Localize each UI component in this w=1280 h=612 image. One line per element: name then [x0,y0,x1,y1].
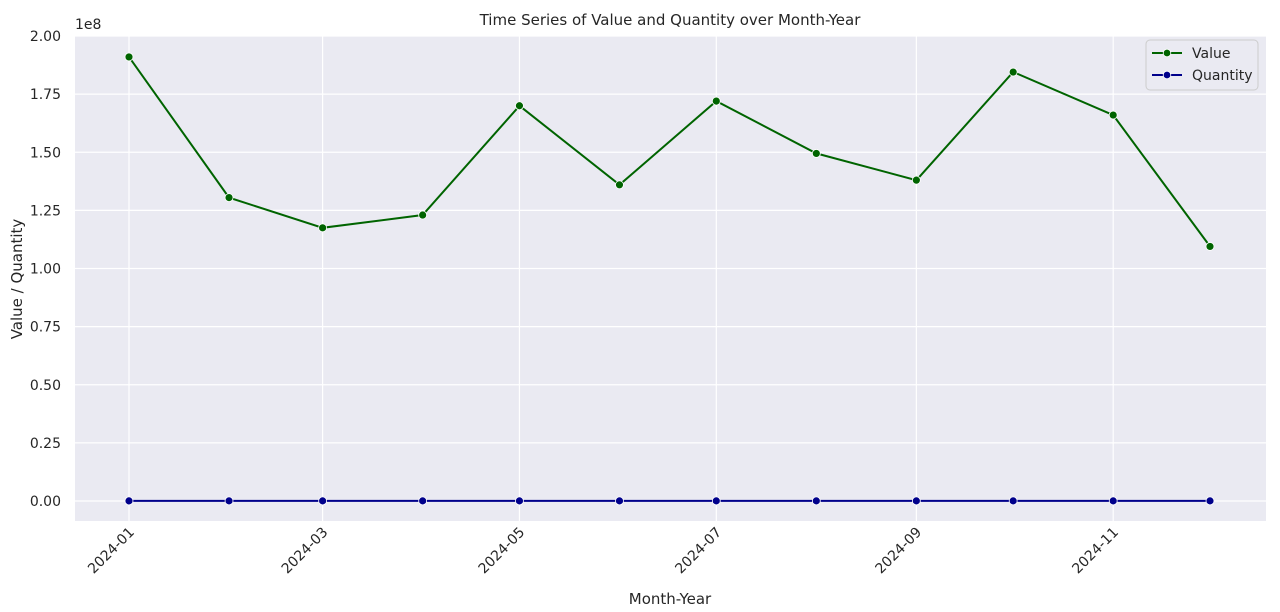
y-tick-label: 2.00 [30,29,61,45]
x-tick-label: 2024-09 [873,525,926,578]
legend-quantity-label: Quantity [1192,68,1253,84]
data-point-quantity [318,496,328,506]
data-point-value [911,175,921,185]
data-point-quantity [711,496,721,506]
data-point-quantity [1108,496,1118,506]
y-tick-label: 1.75 [30,87,61,103]
data-point-value [1008,67,1018,77]
data-point-quantity [1205,496,1215,506]
data-point-value [1205,242,1215,251]
y-tick-label: 0.75 [30,320,61,336]
plot-area [75,36,1266,521]
y-tick-label: 0.00 [30,494,61,510]
data-point-value [811,149,821,158]
y-tick-label: 1.25 [30,203,61,219]
y-tick-label: 0.25 [30,436,61,452]
grid-lines [75,35,1266,521]
data-point-quantity [911,496,921,506]
data-point-value [1108,110,1118,120]
y-tick-label: 1.50 [30,145,61,161]
data-point-quantity [124,496,134,506]
data-point-quantity [224,496,234,506]
data-point-quantity [418,496,428,506]
x-tick-label: 2024-11 [1069,525,1122,578]
x-tick-label: 2024-07 [672,525,725,578]
data-point-value [318,223,328,233]
data-point-value [224,193,234,202]
x-tick-label: 2024-01 [85,525,138,578]
series-lines [124,52,1215,506]
legend-value-marker [1162,48,1172,58]
data-point-value [711,96,721,106]
legend-value-label: Value [1192,46,1230,62]
y-tick-label: 0.50 [30,378,61,394]
x-tick-label: 2024-05 [476,525,529,578]
data-point-quantity [1008,496,1018,506]
data-point-quantity [515,496,524,506]
data-point-quantity [615,496,624,506]
data-point-value [124,52,134,62]
data-point-quantity [811,496,821,506]
y-axis-label: Value / Quantity [8,219,26,340]
y-tick-label: 1.00 [30,262,61,278]
series-line-value [128,56,1211,247]
data-point-value [615,180,624,190]
x-tick-label: 2024-03 [279,525,332,578]
data-point-value [418,210,428,220]
chart-title: Time Series of Value and Quantity over M… [479,11,862,29]
data-point-value [515,101,524,111]
legend: Value Quantity [1145,39,1259,91]
legend-quantity-marker [1162,70,1172,80]
y-offset-label: 1e8 [75,17,101,33]
x-axis-label: Month-Year [629,590,712,608]
